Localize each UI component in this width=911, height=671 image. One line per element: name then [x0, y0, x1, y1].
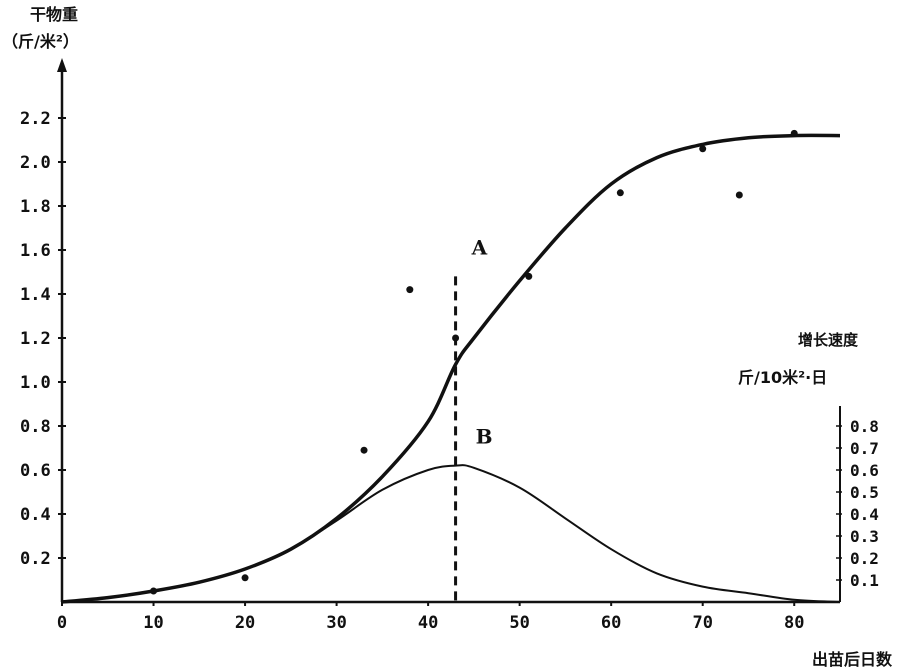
- left-axis-title-line1: 干物重: [30, 5, 78, 24]
- observed-point: [406, 286, 414, 294]
- observed-point: [735, 191, 743, 199]
- left-tick-label: 1.2: [20, 329, 51, 349]
- left-axis-title-line2: （斤/米²）: [2, 32, 79, 51]
- left-tick-label: 1.8: [20, 197, 51, 217]
- right-axis-title-line2: 斤/10米²·日: [738, 368, 827, 387]
- x-tick-label: 30: [326, 613, 346, 633]
- left-tick-label: 0.6: [20, 461, 51, 481]
- right-tick-label: 0.5: [850, 483, 879, 502]
- observed-point: [525, 272, 533, 280]
- left-tick-label: 2.2: [20, 109, 51, 129]
- x-tick-label: 40: [418, 613, 438, 633]
- right-axis-title-line1: 增长速度: [798, 331, 859, 349]
- right-tick-label: 0.4: [850, 505, 879, 524]
- x-tick-label: 0: [57, 613, 67, 633]
- x-tick-label: 10: [143, 613, 163, 633]
- series-a-label: A: [471, 235, 488, 259]
- x-tick-label: 20: [235, 613, 255, 633]
- right-tick-label: 0.1: [850, 571, 879, 590]
- series-a-line: [61, 133, 841, 604]
- right-tick-label: 0.2: [850, 549, 879, 568]
- right-tick-label: 0.3: [850, 527, 879, 546]
- observed-point: [241, 574, 249, 582]
- left-tick-label: 0.4: [20, 505, 51, 525]
- left-tick-label: 2.0: [20, 153, 51, 173]
- left-tick-label: 0.2: [20, 549, 51, 569]
- x-tick-label: 50: [509, 613, 529, 633]
- observed-point: [452, 334, 460, 342]
- right-tick-label: 0.6: [850, 461, 879, 480]
- observed-point: [699, 145, 707, 153]
- left-y-axis-arrow: [57, 58, 67, 72]
- x-tick-label: 70: [692, 613, 712, 633]
- left-tick-label: 0.8: [20, 417, 51, 437]
- observed-point: [616, 189, 624, 197]
- left-tick-label: 1.0: [20, 373, 51, 393]
- x-tick-label: 80: [784, 613, 804, 633]
- series-b-label: B: [476, 425, 493, 449]
- right-tick-label: 0.7: [850, 439, 879, 458]
- x-tick-label: 60: [601, 613, 621, 633]
- observed-point: [150, 587, 158, 595]
- observed-point: [790, 129, 798, 137]
- x-axis-title: 出苗后日数: [812, 650, 893, 669]
- right-tick-label: 0.8: [850, 417, 879, 436]
- left-tick-label: 1.4: [20, 285, 51, 305]
- series-b-line: [61, 464, 841, 603]
- observed-point: [360, 446, 368, 454]
- left-tick-label: 1.6: [20, 241, 51, 261]
